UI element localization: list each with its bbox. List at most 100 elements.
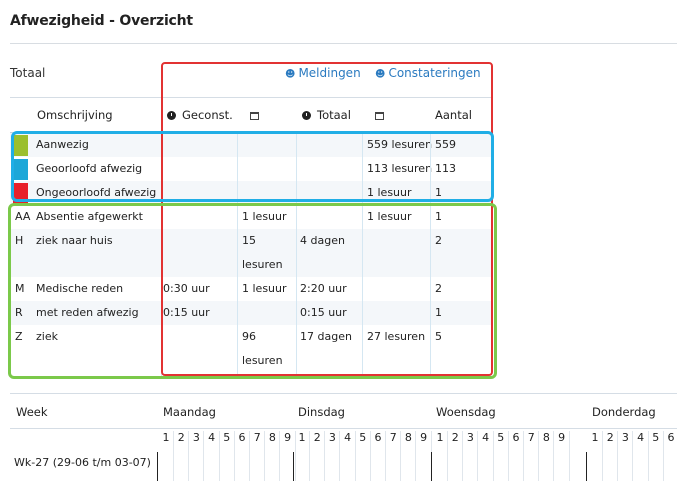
period-divider	[309, 431, 310, 481]
period-divider	[400, 431, 402, 481]
week-table-top-rule	[10, 393, 677, 394]
constateringen-link[interactable]: ☻ Constateringen	[375, 66, 481, 80]
day-header-dinsdag: Dinsdag	[298, 405, 345, 419]
table-row[interactable]: Aanwezig 559 lesuren 559	[10, 133, 492, 157]
row-code: Z	[15, 330, 23, 343]
row-geconst-date: 96	[242, 330, 256, 343]
period-divider	[249, 431, 250, 481]
row-totaal-time: 17 dagen	[300, 330, 352, 343]
row-description: ziek naar huis	[36, 234, 113, 247]
period-number: 4	[482, 431, 490, 444]
period-divider	[415, 431, 417, 481]
period-number: 6	[512, 431, 520, 444]
table-row[interactable]: R met reden afwezig 0:15 uur 0:15 uur 1	[10, 301, 492, 325]
period-number: 3	[466, 431, 474, 444]
summary-label: Totaal	[10, 66, 46, 80]
row-geconst-date: 1 lesuur	[242, 210, 287, 223]
title-divider	[10, 43, 677, 44]
row-description: Absentie afgewerkt	[36, 210, 143, 223]
row-geconst-date: 1 lesuur	[242, 282, 287, 295]
meldingen-link[interactable]: ☻ Meldingen	[285, 66, 361, 80]
row-totaal-time: 0:15 uur	[300, 306, 347, 319]
col-omschrijving[interactable]: Omschrijving	[37, 108, 113, 122]
calendar-icon	[375, 112, 384, 120]
row-aantal: 1	[435, 306, 442, 319]
column-divider	[362, 132, 363, 376]
row-code: H	[15, 234, 24, 247]
period-divider	[218, 431, 220, 481]
row-geconst-time: 0:15 uur	[163, 306, 210, 319]
day-header-maandag: Maandag	[163, 405, 216, 419]
period-divider	[233, 431, 235, 481]
col-aantal[interactable]: Aantal	[435, 108, 472, 122]
row-code: R	[15, 306, 23, 319]
clock-icon	[302, 111, 311, 120]
row-geconst-date-unit: lesuren	[242, 354, 283, 367]
row-description: Medische reden	[36, 282, 124, 295]
row-description: Aanwezig	[36, 138, 89, 151]
period-divider	[385, 431, 386, 481]
highlight-outline-blue	[11, 131, 494, 202]
period-number: 4	[344, 431, 352, 444]
col-geconst[interactable]: Geconst.	[167, 108, 233, 122]
period-divider	[492, 431, 494, 481]
period-divider	[369, 431, 371, 481]
table-row[interactable]: Z ziek 96 lesuren 17 dagen 27 lesuren 5	[10, 325, 492, 373]
period-divider	[538, 431, 540, 481]
period-divider	[617, 431, 619, 481]
row-geconst-time: 0:30 uur	[163, 282, 210, 295]
row-totaal-date: 559 lesuren	[367, 138, 433, 151]
period-number: 8	[268, 431, 276, 444]
period-divider	[477, 431, 479, 481]
period-divider	[632, 431, 634, 481]
period-number: 7	[253, 431, 261, 444]
user-alert-icon: ☻	[285, 69, 296, 80]
table-row[interactable]: Geoorloofd afwezig 113 lesuren 113	[10, 157, 492, 181]
column-divider	[237, 132, 238, 376]
row-totaal-date: 113 lesuren	[367, 162, 433, 175]
period-number: 5	[652, 431, 660, 444]
period-number: 1	[298, 431, 306, 444]
period-divider	[203, 431, 205, 481]
row-geconst-date: 15	[242, 234, 256, 247]
column-divider	[430, 132, 431, 376]
period-divider	[188, 431, 190, 481]
period-number: 2	[313, 431, 321, 444]
table-row[interactable]: AA Absentie afgewerkt 1 lesuur 1 lesuur …	[10, 205, 492, 229]
col-totaal[interactable]: Totaal	[302, 108, 351, 122]
period-number: 3	[621, 431, 629, 444]
period-divider	[279, 431, 281, 481]
row-description: met reden afwezig	[36, 306, 139, 319]
day-divider	[293, 452, 294, 481]
period-number: 8	[542, 431, 550, 444]
period-number: 6	[238, 431, 246, 444]
week-table-header-rule	[10, 428, 677, 429]
day-header-woensdag: Woensdag	[436, 405, 496, 419]
period-number: 2	[451, 431, 459, 444]
col-geconst-label: Geconst.	[182, 108, 233, 122]
table-row[interactable]: H ziek naar huis 15 lesuren 4 dagen 2	[10, 229, 492, 277]
table-row[interactable]: M Medische reden 0:30 uur 1 lesuur 2:20 …	[10, 277, 492, 301]
row-totaal-date: 1 lesuur	[367, 210, 412, 223]
col-geconst-date[interactable]	[250, 108, 259, 122]
week-row-label: Wk-27 (29-06 t/m 03-07)	[14, 456, 151, 469]
period-divider	[647, 431, 649, 481]
column-divider	[296, 132, 297, 376]
status-color-swatch	[13, 159, 28, 180]
day-header-donderdag: Donderdag	[592, 405, 656, 419]
row-totaal-date: 1 lesuur	[367, 186, 412, 199]
col-totaal-date[interactable]	[375, 108, 384, 122]
period-divider	[462, 431, 464, 481]
period-divider	[553, 431, 555, 481]
user-search-icon: ☻	[375, 69, 386, 80]
row-aantal: 1	[435, 186, 442, 199]
row-aantal: 559	[435, 138, 456, 151]
week-header: Week	[16, 405, 48, 419]
day-divider	[157, 452, 158, 481]
day-divider	[586, 452, 587, 481]
highlight-outline-red	[161, 62, 493, 376]
period-divider	[173, 431, 174, 481]
row-aantal: 2	[435, 234, 442, 247]
period-divider	[324, 431, 326, 481]
period-divider	[507, 431, 509, 481]
